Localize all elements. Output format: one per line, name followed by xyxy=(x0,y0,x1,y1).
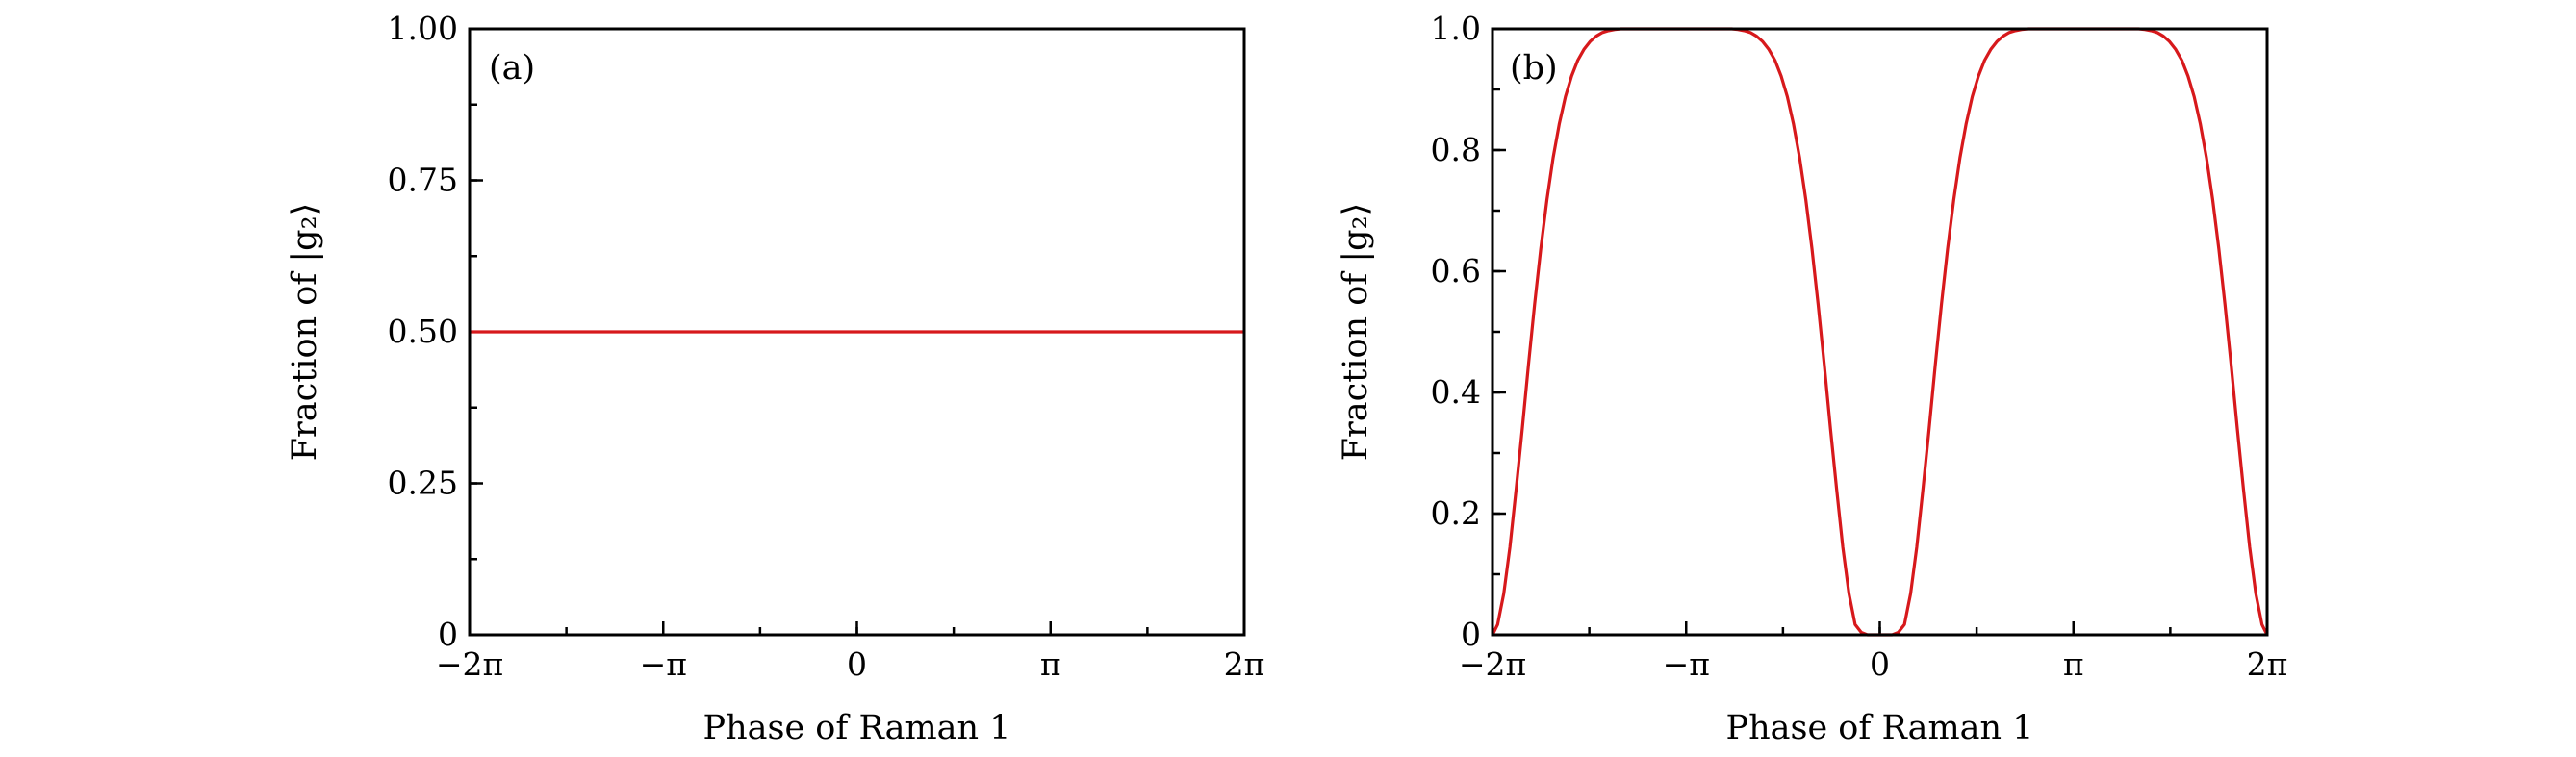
panel-b-y-axis-label: Fraction of |g₂⟩ xyxy=(1337,203,1375,462)
y-tick-label: 0.2 xyxy=(1431,494,1481,532)
y-tick-label: 1.00 xyxy=(388,10,458,47)
panel-b-plot-frame xyxy=(1491,27,2269,637)
x-tick-label: −π xyxy=(640,645,687,683)
panel-a-label: (a) xyxy=(489,49,535,88)
panel-b-x-tick-labels: −2π −π 0 π 2π xyxy=(1459,645,2288,683)
y-tick-label: 0.8 xyxy=(1431,131,1481,168)
y-tick-label: 0.50 xyxy=(388,313,458,350)
panel-a-x-tick-labels: −2π −π 0 π 2π xyxy=(436,645,1265,683)
panel-a-plot-frame xyxy=(468,27,1246,637)
y-tick-label: 0.25 xyxy=(388,465,458,502)
panel-a-y-axis-label: Fraction of |g₂⟩ xyxy=(286,203,324,462)
y-tick-label: 0 xyxy=(1461,616,1481,653)
panel-b-x-axis-label: Phase of Raman 1 xyxy=(1726,709,2034,747)
chart-panel-a: −2π −π 0 π 2π 0 0.25 0.50 0.75 1.00 (a) Phase of… xyxy=(286,10,1264,747)
y-tick-label: 0 xyxy=(438,616,458,653)
x-tick-label: −π xyxy=(1663,645,1710,683)
panel-b-y-tick-labels: 0 0.2 0.4 0.6 0.8 1.0 xyxy=(1431,10,1481,653)
panel-a-y-tick-labels: 0 0.25 0.50 0.75 1.00 xyxy=(388,10,458,653)
y-tick-label: 0.75 xyxy=(388,162,458,199)
chart-panel-b: −2π −π 0 π 2π 0 0.2 0.4 0.6 0.8 1.0 (b) Phase of … xyxy=(1337,10,2287,747)
panel-a-x-axis-label: Phase of Raman 1 xyxy=(703,709,1011,747)
x-tick-label: 2π xyxy=(1224,645,1265,683)
x-tick-label: 0 xyxy=(847,645,867,683)
panel-b-label: (b) xyxy=(1510,49,1558,88)
y-tick-label: 0.6 xyxy=(1431,252,1481,290)
y-tick-label: 0.4 xyxy=(1431,373,1481,411)
x-tick-label: −2π xyxy=(1459,645,1526,683)
x-tick-label: 2π xyxy=(2247,645,2288,683)
x-tick-label: π xyxy=(2063,645,2084,683)
x-tick-label: −2π xyxy=(436,645,503,683)
x-tick-label: 0 xyxy=(1870,645,1890,683)
y-tick-label: 1.0 xyxy=(1431,10,1481,47)
x-tick-label: π xyxy=(1040,645,1061,683)
